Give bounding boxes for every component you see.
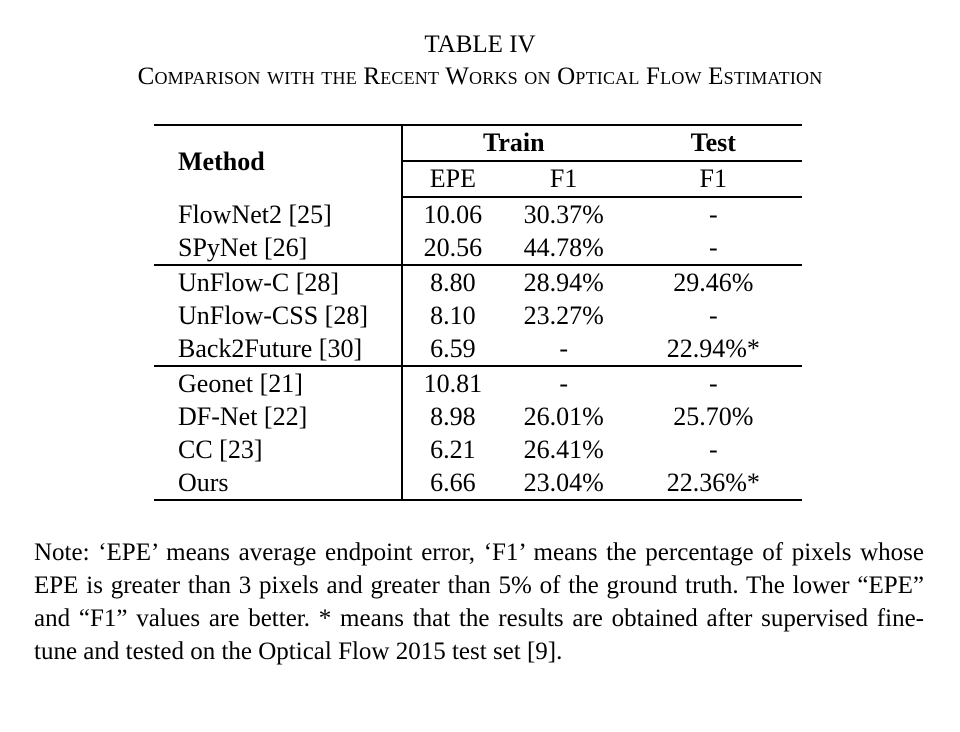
cell-train-epe: 20.56 [423, 233, 483, 262]
results-table: Method Train Test EPE F1 F1 FlowNet2 [25… [154, 124, 802, 501]
table-body: FlowNet2 [25] 10.06 30.37% - SPyNet [26] 20.5… [154, 197, 802, 501]
cell-test-f1: - [708, 233, 718, 262]
cell-method: Ours [154, 466, 403, 501]
cell-method: CC [23] [154, 433, 403, 466]
cell-train-epe: 6.21 [430, 435, 476, 464]
cell-train-f1: - [559, 334, 568, 363]
cell-train-epe: 6.66 [401, 466, 503, 501]
cell-train-f1: 23.27% [523, 301, 604, 330]
cell-train-epe: 8.10 [430, 301, 476, 330]
table-caption: Comparison with the Recent Works on Opti… [137, 63, 823, 90]
header-method: Method [154, 125, 403, 197]
table-title: TABLE IV [424, 31, 536, 58]
table-row: FlowNet2 [25] 10.06 30.37% - [154, 197, 802, 231]
cell-train-f1: 26.41% [523, 435, 604, 464]
cell-train-f1: 23.04% [502, 466, 625, 501]
cell-train-epe: 10.81 [401, 365, 503, 400]
cell-train-epe: 8.98 [430, 402, 476, 431]
cell-train-f1: 28.94% [502, 264, 625, 299]
cell-train-f1: 26.01% [523, 402, 604, 431]
cell-method: DF-Net [22] [154, 400, 403, 433]
table-row: CC [23] 6.21 26.41% - [154, 433, 802, 466]
cell-test-f1: 22.94%* [666, 334, 760, 363]
cell-train-f1: 44.78% [523, 233, 604, 262]
cell-method: Geonet [21] [154, 365, 403, 400]
cell-train-epe: 10.06 [423, 200, 483, 229]
cell-method: UnFlow-CSS [28] [154, 299, 403, 332]
header-test-f1: F1 [624, 161, 802, 198]
header-row-metrics: EPE F1 F1 [154, 161, 802, 198]
header-train: Train [401, 125, 625, 162]
table-row: DF-Net [22] 8.98 26.01% 25.70% [154, 400, 802, 433]
table-row: UnFlow-C [28] 8.80 28.94% 29.46% [154, 264, 802, 299]
header-row-groups: Method Train Test [154, 125, 802, 197]
cell-method: Back2Future [30] [154, 332, 403, 366]
table-note: Note: ‘EPE’ means average endpoint error… [34, 539, 924, 665]
cell-train-f1: 30.37% [523, 200, 604, 229]
cell-method: UnFlow-C [28] [154, 264, 403, 299]
header-train-epe: EPE [401, 161, 503, 198]
cell-method: SPyNet [26] [154, 231, 403, 265]
cell-train-f1: - [502, 365, 625, 400]
cell-train-epe: 8.80 [401, 264, 503, 299]
cell-test-f1: - [624, 365, 802, 400]
cell-method: FlowNet2 [25] [154, 197, 403, 231]
table-row: Geonet [21] 10.81- - [154, 365, 802, 400]
cell-test-f1: 29.46% [624, 264, 802, 299]
cell-test-f1: - [708, 301, 718, 330]
table-row: UnFlow-CSS [28] 8.10 23.27% - [154, 299, 802, 332]
header-train-f1: F1 [502, 161, 625, 198]
cell-train-epe: 6.59 [430, 334, 476, 363]
table-row: Ours 6.66 23.04% 22.36%* [154, 466, 802, 501]
cell-test-f1: 22.36%* [624, 466, 802, 501]
table-row: Back2Future [30] 6.59 - 22.94%* [154, 332, 802, 366]
cell-test-f1: - [708, 200, 718, 229]
header-test: Test [624, 125, 802, 162]
table-row: SPyNet [26] 20.56 44.78% - [154, 231, 802, 265]
cell-test-f1: 25.70% [673, 402, 754, 431]
cell-test-f1: - [708, 435, 718, 464]
